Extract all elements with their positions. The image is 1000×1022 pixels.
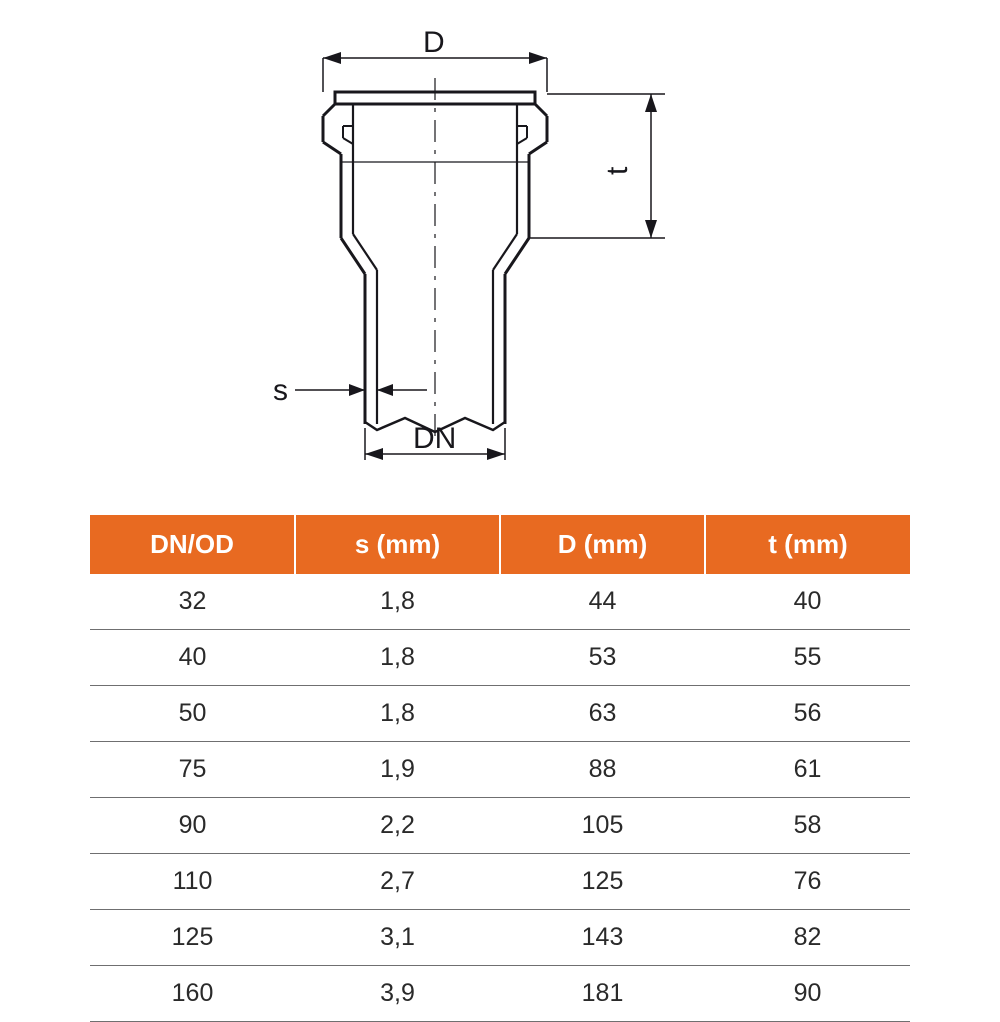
col-header: D (mm) — [500, 515, 705, 574]
table-cell: 1,8 — [295, 630, 500, 686]
table-row: 501,86356 — [90, 686, 910, 742]
table-cell: 56 — [705, 686, 910, 742]
dim-label-s: s — [273, 374, 288, 407]
pipe-socket-drawing: D — [175, 30, 825, 470]
table-cell: 90 — [90, 798, 295, 854]
table-cell: 1,8 — [295, 574, 500, 630]
table-header: DN/ODs (mm)D (mm)t (mm) — [90, 515, 910, 574]
table-row: 401,85355 — [90, 630, 910, 686]
table-cell: 76 — [705, 854, 910, 910]
table-cell: 181 — [500, 966, 705, 1022]
col-header: s (mm) — [295, 515, 500, 574]
table-cell: 1,8 — [295, 686, 500, 742]
table-cell: 3,1 — [295, 910, 500, 966]
table-cell: 82 — [705, 910, 910, 966]
table-cell: 2,7 — [295, 854, 500, 910]
table-cell: 110 — [90, 854, 295, 910]
dim-label-t: t — [601, 166, 634, 175]
dim-label-dn: DN — [413, 422, 456, 455]
table-row: 1253,114382 — [90, 910, 910, 966]
table-cell: 1,9 — [295, 742, 500, 798]
table-cell: 75 — [90, 742, 295, 798]
table-cell: 44 — [500, 574, 705, 630]
table-row: 1102,712576 — [90, 854, 910, 910]
table-row: 902,210558 — [90, 798, 910, 854]
table-cell: 143 — [500, 910, 705, 966]
table-cell: 63 — [500, 686, 705, 742]
table-cell: 50 — [90, 686, 295, 742]
table-cell: 88 — [500, 742, 705, 798]
table-cell: 40 — [705, 574, 910, 630]
table-cell: 125 — [500, 854, 705, 910]
col-header: DN/OD — [90, 515, 295, 574]
table-cell: 53 — [500, 630, 705, 686]
dimensions-table: DN/ODs (mm)D (mm)t (mm) 321,84440401,853… — [90, 515, 910, 1022]
table-cell: 61 — [705, 742, 910, 798]
technical-diagram: D — [175, 30, 825, 470]
table-cell: 40 — [90, 630, 295, 686]
table-cell: 32 — [90, 574, 295, 630]
table-cell: 55 — [705, 630, 910, 686]
table-cell: 105 — [500, 798, 705, 854]
table-cell: 90 — [705, 966, 910, 1022]
col-header: t (mm) — [705, 515, 910, 574]
table-row: 751,98861 — [90, 742, 910, 798]
table-cell: 160 — [90, 966, 295, 1022]
table-cell: 3,9 — [295, 966, 500, 1022]
table-cell: 125 — [90, 910, 295, 966]
table-row: 321,84440 — [90, 574, 910, 630]
table-cell: 58 — [705, 798, 910, 854]
table-cell: 2,2 — [295, 798, 500, 854]
table-row: 1603,918190 — [90, 966, 910, 1022]
table-body: 321,84440401,85355501,86356751,98861902,… — [90, 574, 910, 1022]
dim-label-d: D — [423, 30, 445, 59]
